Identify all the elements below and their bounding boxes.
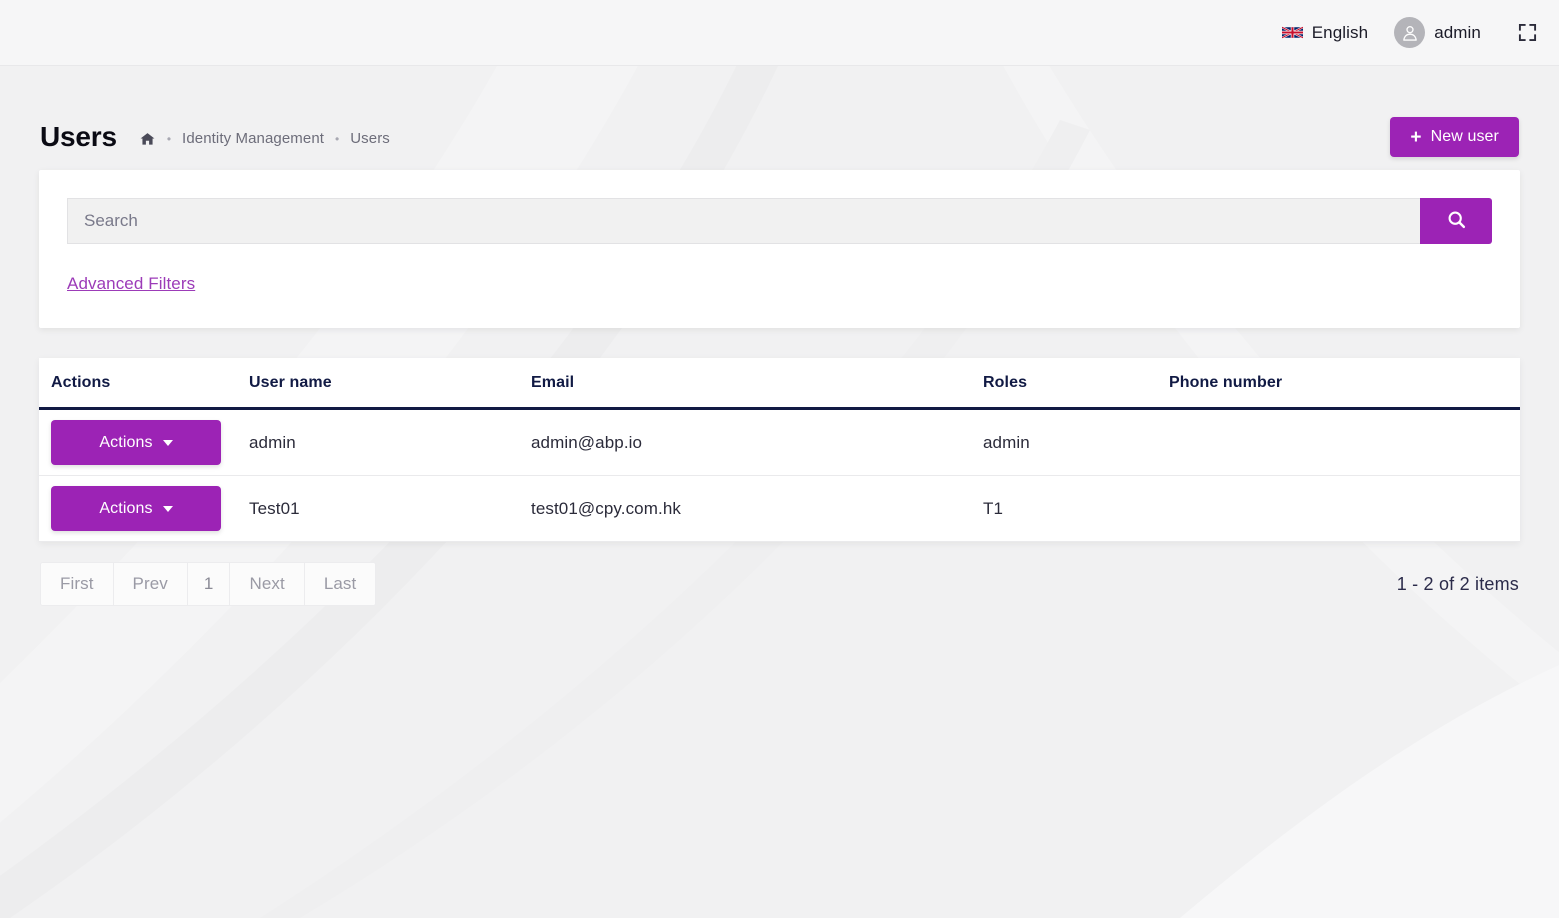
pagination-last[interactable]: Last <box>304 563 376 605</box>
column-header-roles: Roles <box>973 358 1159 410</box>
top-bar-actions: English admin <box>1281 17 1539 48</box>
column-header-phone-number: Phone number <box>1159 358 1520 410</box>
plus-icon: + <box>1410 126 1422 148</box>
search-input[interactable] <box>67 198 1420 244</box>
cell-email: admin@abp.io <box>521 408 973 476</box>
cell-roles: T1 <box>973 475 1159 542</box>
new-user-button[interactable]: + New user <box>1390 117 1519 157</box>
cell-actions: Actions <box>39 475 239 542</box>
home-icon[interactable] <box>139 131 156 147</box>
cell-phone-number <box>1159 475 1520 542</box>
language-label: English <box>1311 22 1369 42</box>
breadcrumb: • Identity Management • Users <box>139 127 390 147</box>
row-actions-button[interactable]: Actions <box>51 420 221 465</box>
column-header-email: Email <box>521 358 973 410</box>
column-header-actions: Actions <box>39 358 239 410</box>
users-table-body: Actions admin admin@abp.io admin Actions <box>39 408 1520 542</box>
fullscreen-expand-icon[interactable] <box>1515 21 1539 45</box>
pagination: First Prev 1 Next Last <box>40 562 377 606</box>
pagination-prev[interactable]: Prev <box>113 563 188 605</box>
search-icon <box>1446 209 1467 233</box>
cell-phone-number <box>1159 408 1520 476</box>
search-button[interactable] <box>1420 198 1492 244</box>
breadcrumb-separator-2: • <box>335 131 340 146</box>
advanced-filters-link[interactable]: Advanced Filters <box>67 274 196 293</box>
breadcrumb-item-users[interactable]: Users <box>350 130 390 147</box>
table-row: Actions Test01 test01@cpy.com.hk T1 <box>39 475 1520 542</box>
chevron-down-icon <box>162 505 173 512</box>
top-bar: English admin <box>0 0 1559 66</box>
page-content: Advanced Filters Actions User name Email… <box>0 170 1559 606</box>
cell-roles: admin <box>973 408 1159 476</box>
pagination-first[interactable]: First <box>41 563 114 605</box>
table-row: Actions admin admin@abp.io admin <box>39 408 1520 476</box>
page-title: Users <box>40 121 117 152</box>
cell-username: Test01 <box>239 475 521 542</box>
breadcrumb-item-identity-management[interactable]: Identity Management <box>182 130 325 147</box>
items-count-label: 1 - 2 of 2 items <box>1396 573 1519 594</box>
filter-card: Advanced Filters <box>39 170 1520 328</box>
user-name-label: admin <box>1434 22 1481 42</box>
search-row <box>67 198 1492 244</box>
new-user-label: New user <box>1430 128 1499 145</box>
user-menu[interactable]: admin <box>1394 17 1481 48</box>
column-header-username: User name <box>239 358 521 410</box>
users-table: Actions User name Email Roles Phone numb… <box>39 358 1520 542</box>
cell-email: test01@cpy.com.hk <box>521 475 973 542</box>
pagination-next[interactable]: Next <box>230 563 305 605</box>
user-avatar-icon <box>1394 17 1426 48</box>
language-selector[interactable]: English <box>1281 22 1369 43</box>
row-actions-label: Actions <box>99 433 153 451</box>
table-header-row: Actions User name Email Roles Phone numb… <box>39 358 1520 410</box>
cell-actions: Actions <box>39 408 239 476</box>
row-actions-button[interactable]: Actions <box>51 486 221 531</box>
chevron-down-icon <box>162 439 173 446</box>
breadcrumb-separator-1: • <box>166 131 172 146</box>
users-table-container: Actions User name Email Roles Phone numb… <box>39 358 1520 542</box>
uk-flag-icon <box>1281 25 1303 40</box>
page-header: Users • Identity Management • Users + Ne… <box>0 66 1559 170</box>
pagination-row: First Prev 1 Next Last 1 - 2 of 2 items <box>39 562 1520 606</box>
row-actions-label: Actions <box>99 499 153 517</box>
cell-username: admin <box>239 408 521 476</box>
pagination-page-1[interactable]: 1 <box>187 563 231 605</box>
users-table-head: Actions User name Email Roles Phone numb… <box>39 358 1520 410</box>
